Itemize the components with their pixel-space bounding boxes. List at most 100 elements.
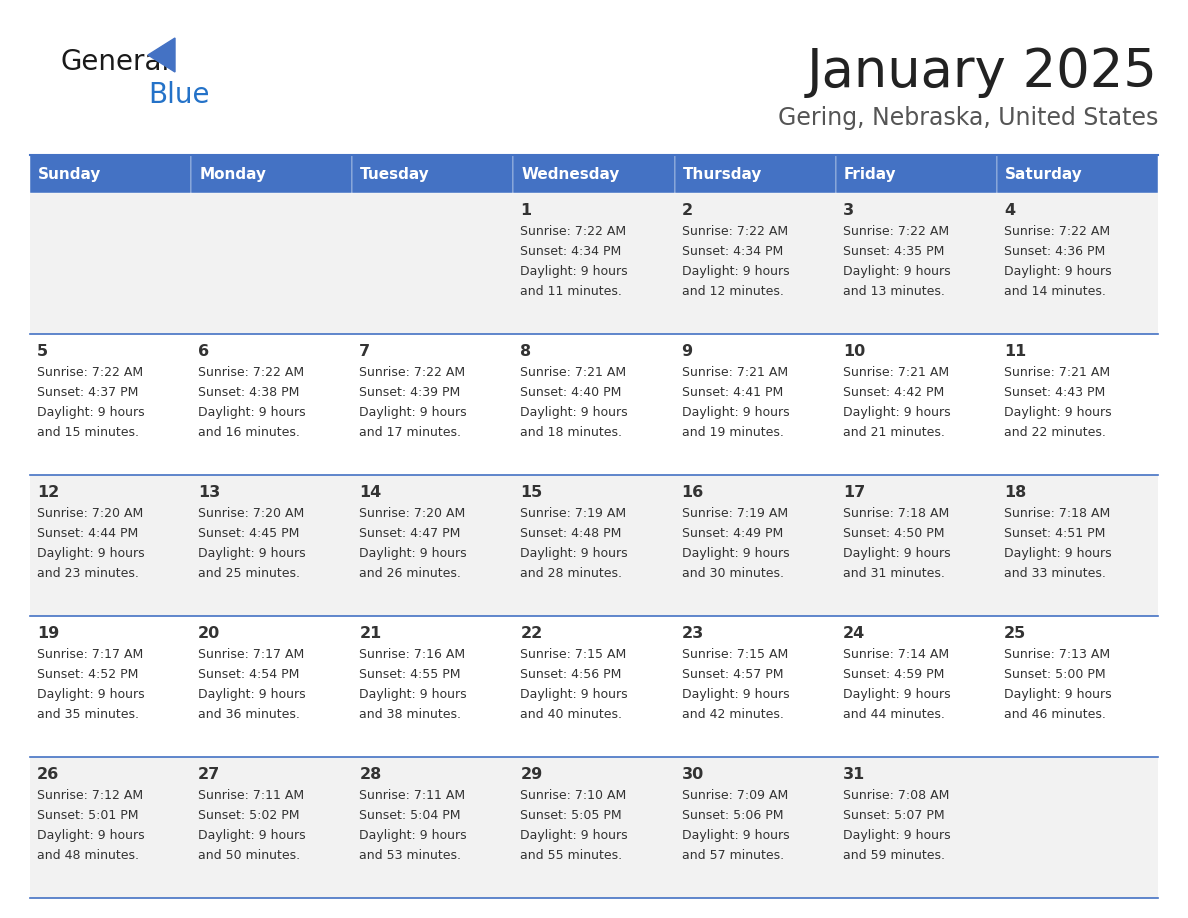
Bar bbox=[513, 155, 675, 193]
Text: 29: 29 bbox=[520, 767, 543, 782]
Text: Sunset: 4:41 PM: Sunset: 4:41 PM bbox=[682, 386, 783, 399]
Text: 12: 12 bbox=[37, 485, 59, 500]
Text: Daylight: 9 hours: Daylight: 9 hours bbox=[1004, 265, 1112, 278]
Text: Sunset: 4:55 PM: Sunset: 4:55 PM bbox=[359, 668, 461, 681]
Text: Daylight: 9 hours: Daylight: 9 hours bbox=[37, 829, 145, 842]
Text: Daylight: 9 hours: Daylight: 9 hours bbox=[1004, 547, 1112, 560]
Text: Sunset: 4:38 PM: Sunset: 4:38 PM bbox=[198, 386, 299, 399]
Text: Sunset: 4:59 PM: Sunset: 4:59 PM bbox=[842, 668, 944, 681]
Text: 3: 3 bbox=[842, 203, 854, 218]
Text: 31: 31 bbox=[842, 767, 865, 782]
Text: Sunset: 4:49 PM: Sunset: 4:49 PM bbox=[682, 527, 783, 540]
Text: Sunrise: 7:11 AM: Sunrise: 7:11 AM bbox=[198, 789, 304, 802]
Text: 9: 9 bbox=[682, 344, 693, 359]
Bar bbox=[513, 334, 675, 475]
Text: Daylight: 9 hours: Daylight: 9 hours bbox=[198, 688, 305, 701]
Text: Daylight: 9 hours: Daylight: 9 hours bbox=[1004, 688, 1112, 701]
Text: Daylight: 9 hours: Daylight: 9 hours bbox=[359, 547, 467, 560]
Text: Gering, Nebraska, United States: Gering, Nebraska, United States bbox=[778, 106, 1158, 130]
Text: Sunrise: 7:18 AM: Sunrise: 7:18 AM bbox=[1004, 507, 1110, 520]
Bar bbox=[835, 616, 997, 757]
Text: Sunset: 5:07 PM: Sunset: 5:07 PM bbox=[842, 809, 944, 822]
Text: Sunrise: 7:13 AM: Sunrise: 7:13 AM bbox=[1004, 648, 1110, 661]
Text: Daylight: 9 hours: Daylight: 9 hours bbox=[842, 829, 950, 842]
Text: Sunset: 4:34 PM: Sunset: 4:34 PM bbox=[520, 245, 621, 258]
Bar bbox=[513, 616, 675, 757]
Text: Sunset: 4:45 PM: Sunset: 4:45 PM bbox=[198, 527, 299, 540]
Bar bbox=[191, 193, 353, 334]
Bar bbox=[30, 334, 191, 475]
Text: and 12 minutes.: and 12 minutes. bbox=[682, 285, 783, 298]
Text: 18: 18 bbox=[1004, 485, 1026, 500]
Text: and 11 minutes.: and 11 minutes. bbox=[520, 285, 623, 298]
Bar bbox=[675, 475, 835, 616]
Bar bbox=[191, 334, 353, 475]
Text: Sunset: 4:35 PM: Sunset: 4:35 PM bbox=[842, 245, 944, 258]
Text: 6: 6 bbox=[198, 344, 209, 359]
Text: 15: 15 bbox=[520, 485, 543, 500]
Text: 23: 23 bbox=[682, 626, 703, 641]
Bar bbox=[675, 155, 835, 193]
Text: and 46 minutes.: and 46 minutes. bbox=[1004, 708, 1106, 721]
Text: Wednesday: Wednesday bbox=[522, 166, 620, 182]
Text: Sunrise: 7:21 AM: Sunrise: 7:21 AM bbox=[682, 366, 788, 379]
Text: Sunrise: 7:11 AM: Sunrise: 7:11 AM bbox=[359, 789, 466, 802]
Bar bbox=[191, 155, 353, 193]
Bar bbox=[513, 475, 675, 616]
Text: and 18 minutes.: and 18 minutes. bbox=[520, 426, 623, 439]
Text: Sunset: 4:40 PM: Sunset: 4:40 PM bbox=[520, 386, 621, 399]
Text: Sunrise: 7:16 AM: Sunrise: 7:16 AM bbox=[359, 648, 466, 661]
Text: 13: 13 bbox=[198, 485, 221, 500]
Text: Sunset: 5:04 PM: Sunset: 5:04 PM bbox=[359, 809, 461, 822]
Text: and 21 minutes.: and 21 minutes. bbox=[842, 426, 944, 439]
Text: Daylight: 9 hours: Daylight: 9 hours bbox=[198, 547, 305, 560]
Text: Sunset: 5:05 PM: Sunset: 5:05 PM bbox=[520, 809, 623, 822]
Bar bbox=[30, 757, 191, 898]
Text: and 17 minutes.: and 17 minutes. bbox=[359, 426, 461, 439]
Bar bbox=[675, 757, 835, 898]
Bar bbox=[675, 616, 835, 757]
Text: Sunset: 4:48 PM: Sunset: 4:48 PM bbox=[520, 527, 621, 540]
Text: Sunset: 4:47 PM: Sunset: 4:47 PM bbox=[359, 527, 461, 540]
Text: Daylight: 9 hours: Daylight: 9 hours bbox=[198, 406, 305, 419]
Text: Daylight: 9 hours: Daylight: 9 hours bbox=[682, 547, 789, 560]
Text: Daylight: 9 hours: Daylight: 9 hours bbox=[359, 829, 467, 842]
Bar bbox=[997, 475, 1158, 616]
Bar bbox=[30, 475, 191, 616]
Text: Sunrise: 7:08 AM: Sunrise: 7:08 AM bbox=[842, 789, 949, 802]
Text: Sunset: 4:52 PM: Sunset: 4:52 PM bbox=[37, 668, 138, 681]
Text: and 13 minutes.: and 13 minutes. bbox=[842, 285, 944, 298]
Text: Sunset: 4:36 PM: Sunset: 4:36 PM bbox=[1004, 245, 1105, 258]
Text: Sunrise: 7:19 AM: Sunrise: 7:19 AM bbox=[520, 507, 626, 520]
Text: and 35 minutes.: and 35 minutes. bbox=[37, 708, 139, 721]
Text: 7: 7 bbox=[359, 344, 371, 359]
Text: 27: 27 bbox=[198, 767, 221, 782]
Text: Sunrise: 7:22 AM: Sunrise: 7:22 AM bbox=[842, 225, 949, 238]
Bar bbox=[675, 334, 835, 475]
Text: Sunset: 4:39 PM: Sunset: 4:39 PM bbox=[359, 386, 461, 399]
Text: 24: 24 bbox=[842, 626, 865, 641]
Text: General: General bbox=[61, 48, 169, 76]
Text: Daylight: 9 hours: Daylight: 9 hours bbox=[682, 265, 789, 278]
Bar bbox=[353, 334, 513, 475]
Text: Sunrise: 7:15 AM: Sunrise: 7:15 AM bbox=[520, 648, 627, 661]
Text: 22: 22 bbox=[520, 626, 543, 641]
Text: Sunset: 5:01 PM: Sunset: 5:01 PM bbox=[37, 809, 139, 822]
Text: Tuesday: Tuesday bbox=[360, 166, 430, 182]
Text: and 48 minutes.: and 48 minutes. bbox=[37, 849, 139, 862]
Text: Daylight: 9 hours: Daylight: 9 hours bbox=[520, 829, 628, 842]
Text: Daylight: 9 hours: Daylight: 9 hours bbox=[682, 406, 789, 419]
Text: Daylight: 9 hours: Daylight: 9 hours bbox=[520, 547, 628, 560]
Text: and 19 minutes.: and 19 minutes. bbox=[682, 426, 783, 439]
Bar bbox=[835, 193, 997, 334]
Text: 2: 2 bbox=[682, 203, 693, 218]
Bar bbox=[997, 193, 1158, 334]
Text: Daylight: 9 hours: Daylight: 9 hours bbox=[842, 265, 950, 278]
Text: Daylight: 9 hours: Daylight: 9 hours bbox=[1004, 406, 1112, 419]
Text: Daylight: 9 hours: Daylight: 9 hours bbox=[520, 265, 628, 278]
Bar bbox=[191, 475, 353, 616]
Text: Sunrise: 7:22 AM: Sunrise: 7:22 AM bbox=[1004, 225, 1110, 238]
Text: Saturday: Saturday bbox=[1005, 166, 1082, 182]
Text: 26: 26 bbox=[37, 767, 59, 782]
Text: 16: 16 bbox=[682, 485, 703, 500]
